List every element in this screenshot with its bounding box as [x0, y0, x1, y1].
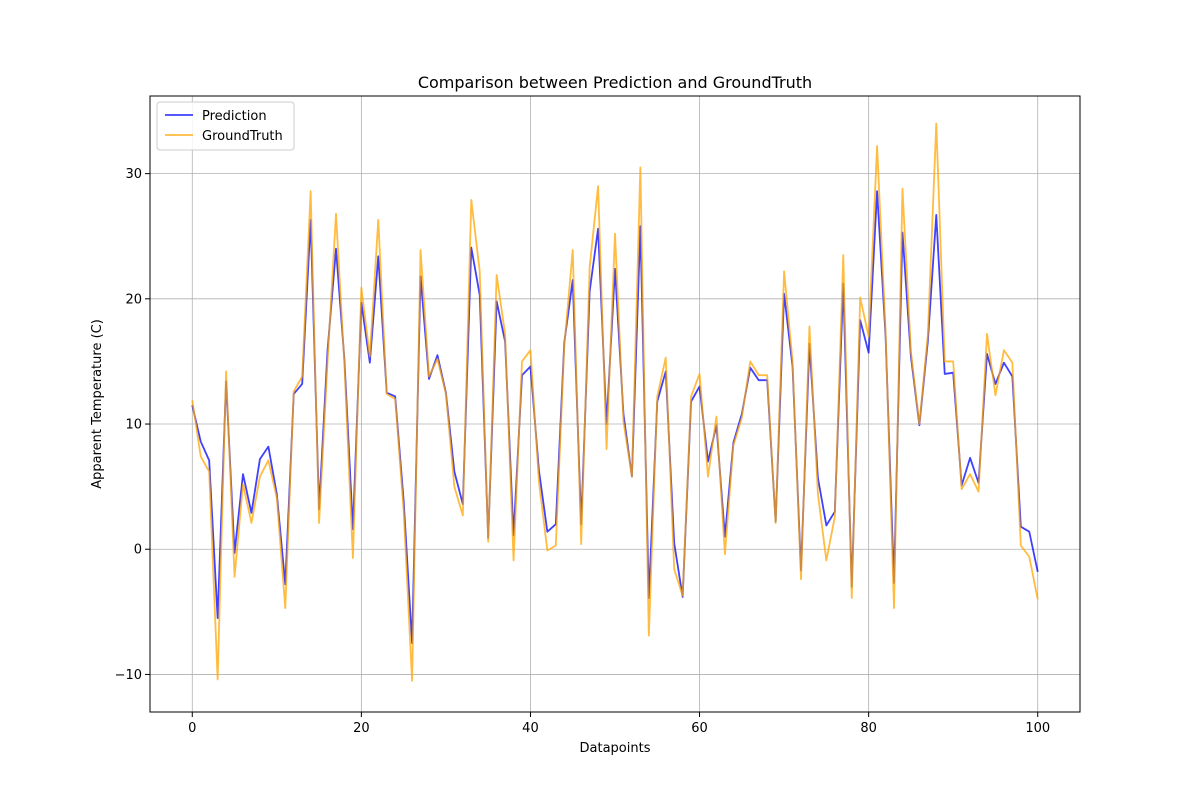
axis-ticks: 0 20 40 60 80 100 −10 0 10 20 30 — [115, 167, 1051, 736]
series-lines — [191, 122, 1039, 682]
y-tick-label: 0 — [134, 543, 142, 558]
x-axis-label: Datapoints — [580, 741, 651, 756]
y-tick-label: −10 — [115, 668, 142, 683]
legend-box — [156, 101, 295, 151]
legend: Prediction GroundTruth — [156, 101, 295, 151]
x-tick-label: 100 — [1025, 721, 1050, 736]
series-line-groundtruth — [191, 122, 1039, 682]
y-tick-label: 20 — [125, 292, 142, 307]
plot-area-frame — [149, 95, 1081, 713]
x-tick-label: 20 — [353, 721, 370, 736]
gridlines — [150, 96, 1080, 712]
x-tick-label: 40 — [522, 721, 539, 736]
chart-title: Comparison between Prediction and Ground… — [418, 73, 812, 92]
legend-label-groundtruth: GroundTruth — [202, 129, 283, 144]
y-tick-label: 10 — [125, 418, 142, 433]
y-tick-label: 30 — [125, 167, 142, 182]
x-tick-label: 80 — [860, 721, 877, 736]
x-tick-label: 60 — [691, 721, 708, 736]
legend-label-prediction: Prediction — [202, 109, 267, 124]
x-tick-label: 0 — [188, 721, 196, 736]
y-axis-label: Apparent Temperature (C) — [90, 319, 105, 489]
